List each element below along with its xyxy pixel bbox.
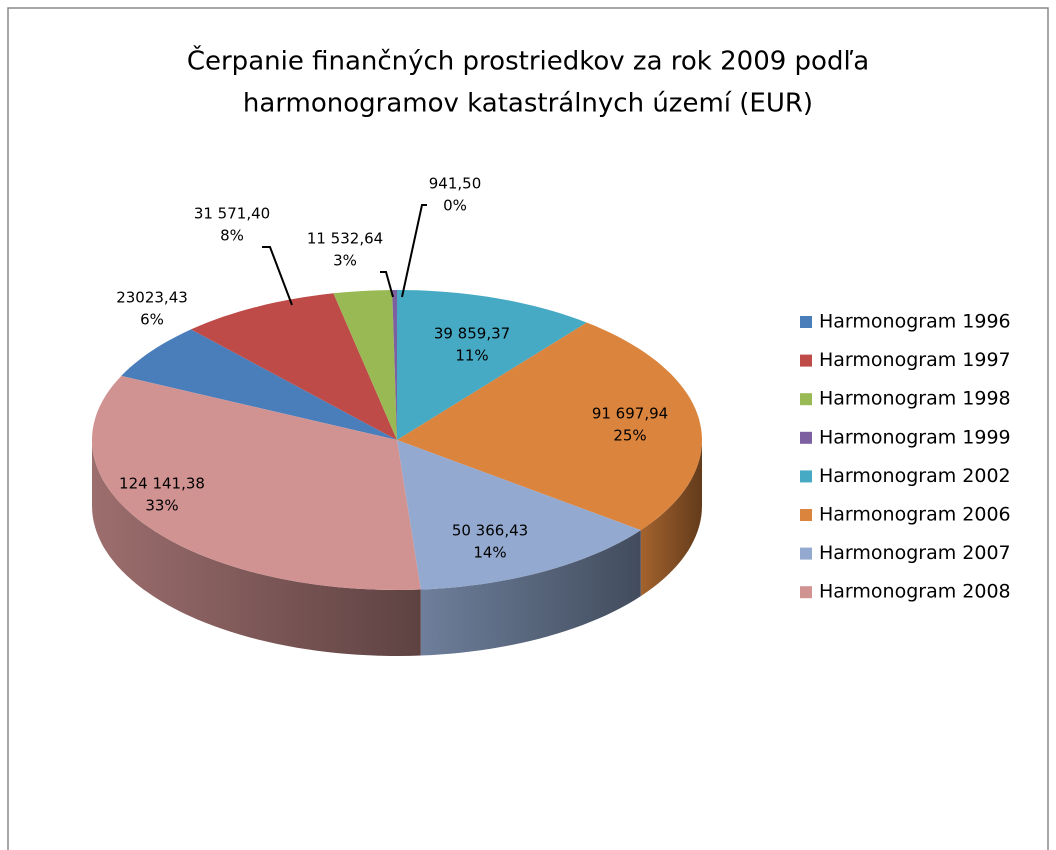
legend-swatch (800, 509, 812, 521)
data-label-percent: 8% (220, 227, 244, 245)
slice (121, 329, 398, 440)
legend-label: Harmonogram 2002 (819, 465, 1011, 487)
data-label-percent: 3% (333, 252, 357, 270)
slice (392, 290, 397, 440)
slice (397, 290, 587, 440)
chart-title: harmonogramov katastrálnych území (EUR) (243, 89, 813, 119)
legend-label: Harmonogram 2007 (819, 542, 1011, 564)
legend-swatch (800, 393, 812, 406)
data-label: 124 141,38 (119, 475, 205, 493)
chart-title: Čerpanie finančných prostriedkov za rok … (187, 45, 869, 77)
slice (191, 293, 397, 440)
leader-line (380, 271, 394, 298)
legend-swatch (800, 354, 812, 367)
legend-label: Harmonogram 1999 (819, 426, 1011, 448)
data-label: 11 532,64 (307, 230, 383, 248)
slice (397, 322, 702, 531)
slice-side (640, 440, 702, 597)
data-label: 941,50 (429, 175, 482, 193)
legend-label: Harmonogram 1998 (819, 388, 1011, 410)
data-label: 50 366,43 (452, 522, 528, 540)
leader-line (401, 204, 427, 298)
leader-line (262, 246, 293, 306)
legend-swatch (800, 586, 812, 599)
legend-swatch (800, 316, 812, 328)
data-label: 31 571,40 (194, 205, 270, 223)
data-label: 91 697,94 (592, 405, 668, 423)
data-label-percent: 33% (145, 497, 178, 515)
slice-side (420, 530, 641, 656)
legend-label: Harmonogram 2008 (819, 581, 1011, 603)
legend-label: Harmonogram 1996 (819, 311, 1011, 333)
data-label: 23023,43 (116, 289, 188, 307)
legend-swatch (800, 547, 812, 560)
data-label-percent: 11% (455, 347, 488, 365)
data-label-percent: 0% (443, 197, 467, 215)
data-label: 39 859,37 (434, 325, 510, 343)
slice (397, 440, 641, 590)
legend-label: Harmonogram 2006 (819, 504, 1011, 526)
data-label-percent: 14% (473, 544, 506, 562)
data-label-percent: 25% (613, 427, 646, 445)
legend-label: Harmonogram 1997 (819, 349, 1011, 371)
data-label-percent: 6% (140, 311, 164, 329)
legend-swatch (800, 431, 812, 444)
slice-side (92, 440, 421, 656)
slice (92, 375, 421, 590)
slice (333, 290, 397, 440)
legend-swatch (800, 470, 812, 483)
